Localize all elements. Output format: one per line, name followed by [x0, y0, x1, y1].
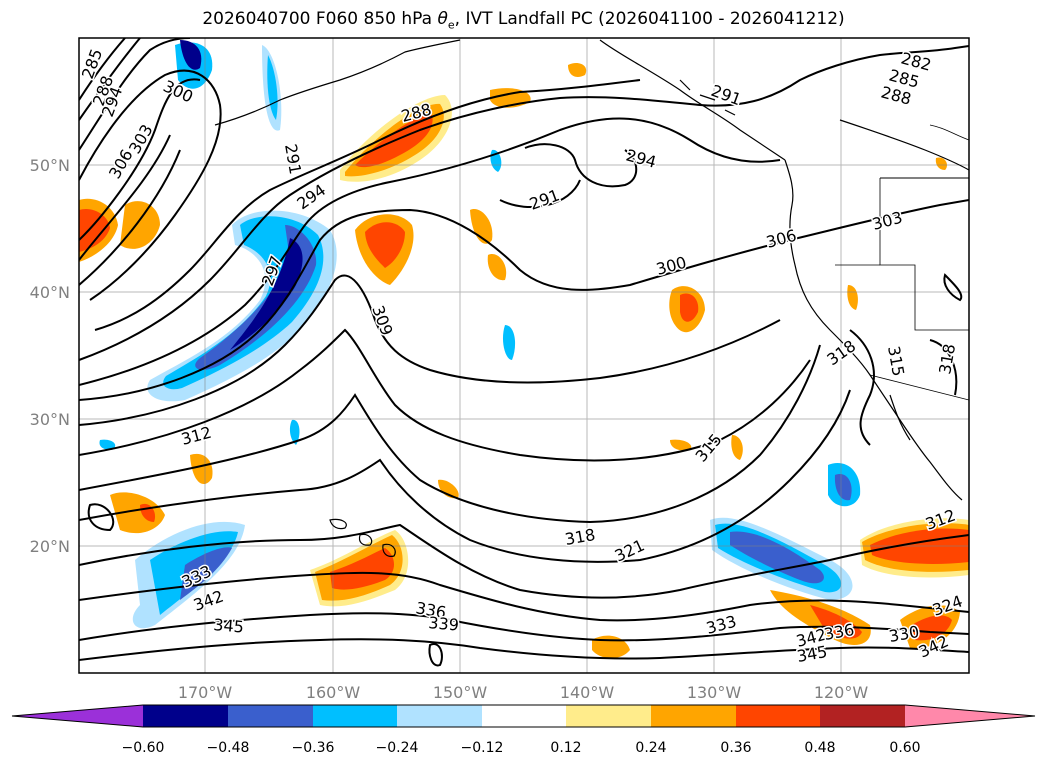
negative-anomaly	[163, 216, 324, 390]
positive-anomaly	[190, 453, 213, 485]
negative-anomaly	[230, 238, 303, 350]
longitude-labels: 170°W 160°W 150°W 140°W 130°W 120°W	[178, 683, 869, 702]
positive-anomaly	[568, 63, 587, 77]
colorbar-tick: −0.60	[122, 740, 165, 756]
positive-anomaly	[680, 293, 699, 322]
colorbar-tick: 0.60	[889, 740, 920, 756]
positive-anomaly	[330, 548, 395, 590]
figure-title: 2026040700 F060 850 hPa θe, IVT Landfall…	[202, 9, 845, 32]
contour-label: 339	[428, 613, 460, 635]
colorbar-tick: −0.12	[461, 740, 504, 756]
contour-label: 345	[213, 615, 245, 637]
colorbar-ticks: −0.60 −0.48 −0.36 −0.24 −0.12 0.12 0.24 …	[122, 740, 921, 756]
lon-label: 160°W	[306, 683, 361, 702]
negative-anomaly	[834, 474, 852, 501]
colorbar	[11, 704, 1036, 728]
map-panel: 285 288 294 300 303 306 288 291 294 291 …	[79, 38, 969, 673]
positive-anomaly	[487, 254, 507, 281]
negative-anomaly	[180, 547, 232, 600]
negative-anomaly	[289, 419, 300, 445]
colorbar-extend-high	[905, 705, 1035, 727]
positive-anomaly	[810, 605, 862, 639]
positive-anomaly	[120, 201, 160, 249]
negative-anomaly	[180, 40, 202, 70]
lon-label: 170°W	[178, 683, 233, 702]
graticule	[79, 38, 969, 673]
map-frame	[78, 37, 970, 674]
colorbar-outline	[11, 704, 1036, 728]
positive-anomaly	[365, 222, 405, 268]
colorbar-segment	[651, 705, 736, 727]
negative-anomaly	[502, 325, 516, 360]
lat-label: 40°N	[30, 283, 70, 302]
shaded-field	[79, 40, 969, 659]
lat-label: 50°N	[30, 156, 70, 175]
positive-anomaly	[470, 209, 493, 244]
positive-anomaly	[79, 208, 110, 252]
lon-label: 140°W	[560, 683, 615, 702]
colorbar-tick: −0.36	[292, 740, 335, 756]
lon-label: 120°W	[814, 683, 869, 702]
negative-anomaly	[195, 225, 317, 370]
latitude-labels: 50°N 40°N 30°N 20°N	[30, 156, 70, 556]
positive-anomaly	[110, 492, 165, 534]
lon-label: 130°W	[687, 683, 742, 702]
positive-anomaly	[912, 615, 952, 641]
colorbar-segment	[397, 705, 482, 727]
negative-anomaly	[99, 439, 116, 450]
negative-anomaly	[730, 531, 824, 584]
colorbar-tick: 0.12	[550, 740, 581, 756]
lon-label: 150°W	[433, 683, 488, 702]
negative-anomaly	[267, 55, 278, 120]
lat-label: 30°N	[30, 410, 70, 429]
colorbar-segment	[566, 705, 651, 727]
positive-anomaly	[438, 479, 459, 499]
positive-anomaly	[935, 157, 947, 170]
colorbar-tick: 0.24	[635, 740, 666, 756]
colorbar-segment	[482, 705, 566, 727]
colorbar-tick: 0.48	[804, 740, 835, 756]
colorbar-segment	[820, 705, 905, 727]
colorbar-segment	[736, 705, 820, 727]
theta-e-contours	[79, 38, 969, 667]
positive-anomaly	[731, 435, 743, 460]
colorbar-tick: −0.48	[207, 740, 250, 756]
lat-label: 20°N	[30, 537, 70, 556]
colorbar-tick: 0.36	[720, 740, 751, 756]
colorbar-extend-low	[12, 705, 143, 727]
colorbar-segment	[313, 705, 397, 727]
colorbar-tick: −0.24	[376, 740, 419, 756]
colorbar-segment	[228, 705, 313, 727]
colorbar-segment	[143, 705, 228, 727]
positive-anomaly	[670, 439, 692, 451]
positive-anomaly	[847, 285, 858, 310]
